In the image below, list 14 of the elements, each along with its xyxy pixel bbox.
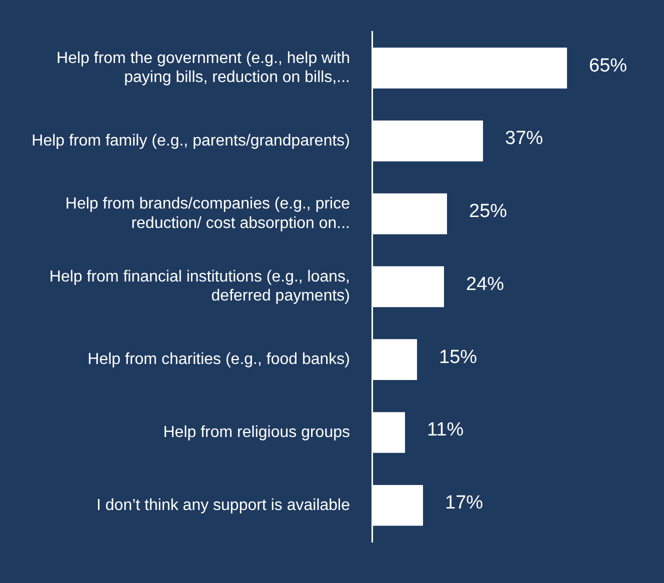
y-tick-label: Help from brands/companies (e.g., price reduction/ cost absorption on... bbox=[65, 196, 350, 232]
y-tick-label: Help from family (e.g., parents/grandparents) bbox=[32, 132, 350, 150]
y-tick-label: Help from charities (e.g., food banks) bbox=[88, 350, 350, 368]
y-tick-label: Help from the government (e.g., help with paying bills, reduction on bills,... bbox=[56, 50, 350, 86]
y-tick-label: Help from religious groups bbox=[163, 424, 350, 441]
data-label: 37% bbox=[505, 128, 544, 150]
y-tick-label: Help from financial institutions (e.g., loans, deferred payments) bbox=[49, 268, 350, 305]
data-label: 25% bbox=[469, 201, 508, 222]
y-tick-label: I don’t think any support is available bbox=[96, 496, 350, 514]
data-label: 24% bbox=[466, 274, 504, 295]
data-label: 15% bbox=[439, 346, 478, 368]
data-label: 11% bbox=[427, 420, 464, 441]
data-label: 65% bbox=[589, 55, 628, 76]
data-label: 17% bbox=[445, 492, 484, 514]
